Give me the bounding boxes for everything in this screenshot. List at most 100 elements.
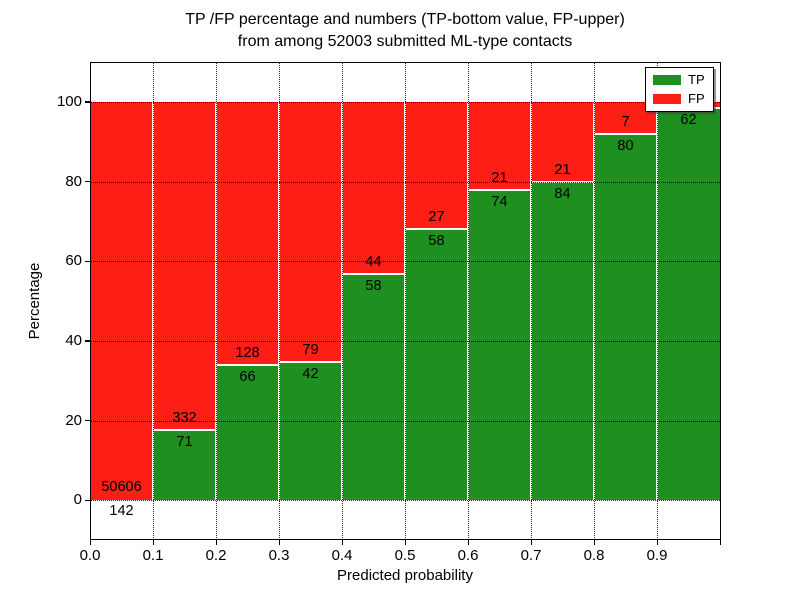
x-gridline-1: [153, 62, 154, 540]
tp-count-label-8: 80: [617, 137, 634, 154]
fp-count-label-1: 332: [172, 410, 197, 427]
x-tick-label-8: 0.8: [583, 547, 605, 564]
bar-segment-tp-4: [342, 273, 405, 501]
x-tick-label-6: 0.6: [457, 547, 479, 564]
x-tick-10: [719, 540, 721, 545]
legend-label-tp: TP: [688, 72, 705, 87]
tp-count-label-6: 74: [491, 193, 508, 210]
bar-segment-tp-3: [279, 361, 342, 501]
y-tick-label-0: 0: [73, 491, 82, 509]
y-tick-4: [85, 181, 90, 183]
y-gridline-3: [90, 261, 720, 263]
x-tick-label-2: 0.2: [205, 547, 227, 564]
x-tick-label-7: 0.7: [520, 547, 542, 564]
x-gridline-7: [531, 62, 532, 540]
x-tick-4: [341, 540, 343, 545]
y-tick-3: [85, 260, 90, 263]
fp-count-label-8: 7: [621, 113, 630, 130]
bar-segment-tp-1: [153, 430, 216, 501]
bar-segment-fp-3: [279, 101, 342, 362]
x-tick-label-9: 0.9: [646, 547, 668, 564]
x-tick-7: [530, 540, 532, 545]
x-gridline-9: [657, 62, 658, 540]
x-gridline-8: [594, 62, 595, 540]
x-tick-label-5: 0.5: [394, 547, 416, 564]
y-axis-label: Percentage: [26, 262, 43, 340]
x-tick-label-1: 0.1: [142, 547, 164, 564]
y-tick-2: [85, 340, 90, 342]
chart-title: TP /FP percentage and numbers (TP-bottom…: [90, 9, 720, 53]
bar-segment-tp-6: [468, 189, 531, 501]
fp-legend-swatch-icon: [653, 94, 681, 104]
legend-label-fp: FP: [688, 91, 705, 106]
tp-count-label-7: 84: [554, 185, 571, 202]
bar-segment-fp-1: [153, 101, 216, 431]
bar-edge-8: [594, 132, 657, 135]
x-tick-2: [215, 540, 217, 545]
x-tick-1: [152, 540, 154, 545]
x-tick-label-3: 0.3: [268, 547, 290, 564]
y-gridline-1: [90, 420, 720, 422]
bar-edge-2: [216, 363, 279, 366]
y-tick-0: [85, 499, 90, 502]
bar-segment-tp-5: [405, 228, 468, 501]
x-axis-label: Predicted probability: [337, 567, 473, 584]
bar-segment-fp-0: [90, 101, 153, 500]
x-gridline-2: [216, 62, 217, 540]
x-gridline-5: [405, 62, 406, 540]
x-tick-0: [89, 540, 91, 545]
bar-segment-tp-8: [594, 133, 657, 501]
bar-edge-1: [153, 429, 216, 432]
x-tick-label-4: 0.4: [331, 547, 353, 564]
fp-count-label-7: 21: [554, 161, 571, 178]
fp-count-label-2: 128: [235, 344, 260, 361]
fp-count-label-4: 44: [365, 253, 382, 270]
y-gridline-4: [90, 181, 720, 183]
tp-count-label-5: 58: [428, 232, 445, 249]
x-tick-label-0: 0.0: [79, 547, 101, 564]
fp-count-label-0: 50606: [101, 479, 142, 496]
fp-count-label-3: 79: [302, 341, 319, 358]
y-tick-label-4: 80: [65, 172, 82, 190]
tp-count-label-1: 71: [176, 434, 193, 451]
bar-segment-tp-9: [657, 108, 720, 501]
x-gridline-6: [468, 62, 469, 540]
bar-segment-fp-7: [531, 101, 594, 182]
x-tick-8: [593, 540, 595, 545]
bar-segment-tp-0: [90, 499, 153, 501]
x-tick-9: [656, 540, 658, 545]
bar-edge-4: [342, 272, 405, 275]
bar-segment-fp-2: [216, 101, 279, 365]
chart-title-line1: TP /FP percentage and numbers (TP-bottom…: [185, 11, 625, 28]
x-tick-5: [404, 540, 406, 545]
bar-segment-tp-2: [216, 364, 279, 501]
y-tick-label-3: 60: [65, 252, 82, 270]
x-tick-6: [467, 540, 469, 545]
tp-count-label-4: 58: [365, 277, 382, 294]
y-gridline-0: [90, 500, 720, 502]
y-tick-label-2: 40: [65, 331, 82, 349]
x-gridline-4: [342, 62, 343, 540]
legend: TP FP: [645, 67, 714, 112]
tp-legend-swatch-icon: [653, 75, 681, 85]
bar-segment-fp-5: [405, 101, 468, 229]
y-gridline-2: [90, 340, 720, 342]
y-tick-5: [85, 101, 90, 103]
bar-edge-6: [468, 188, 531, 191]
y-tick-1: [85, 420, 90, 422]
legend-item-fp: FP: [653, 92, 705, 106]
legend-item-tp: TP: [653, 73, 705, 87]
tp-count-label-2: 66: [239, 368, 256, 385]
fp-count-label-6: 21: [491, 169, 508, 186]
bar-segment-fp-4: [342, 101, 405, 274]
tp-count-label-3: 42: [302, 365, 319, 382]
bar-segment-fp-6: [468, 101, 531, 190]
chart-title-line2: from among 52003 submitted ML-type conta…: [237, 33, 573, 50]
fp-count-label-5: 27: [428, 208, 445, 225]
x-tick-3: [278, 540, 280, 545]
y-tick-label-1: 20: [65, 411, 82, 429]
x-gridline-3: [279, 62, 280, 540]
y-tick-label-5: 100: [56, 92, 82, 110]
tp-count-label-9: 62: [680, 112, 697, 129]
